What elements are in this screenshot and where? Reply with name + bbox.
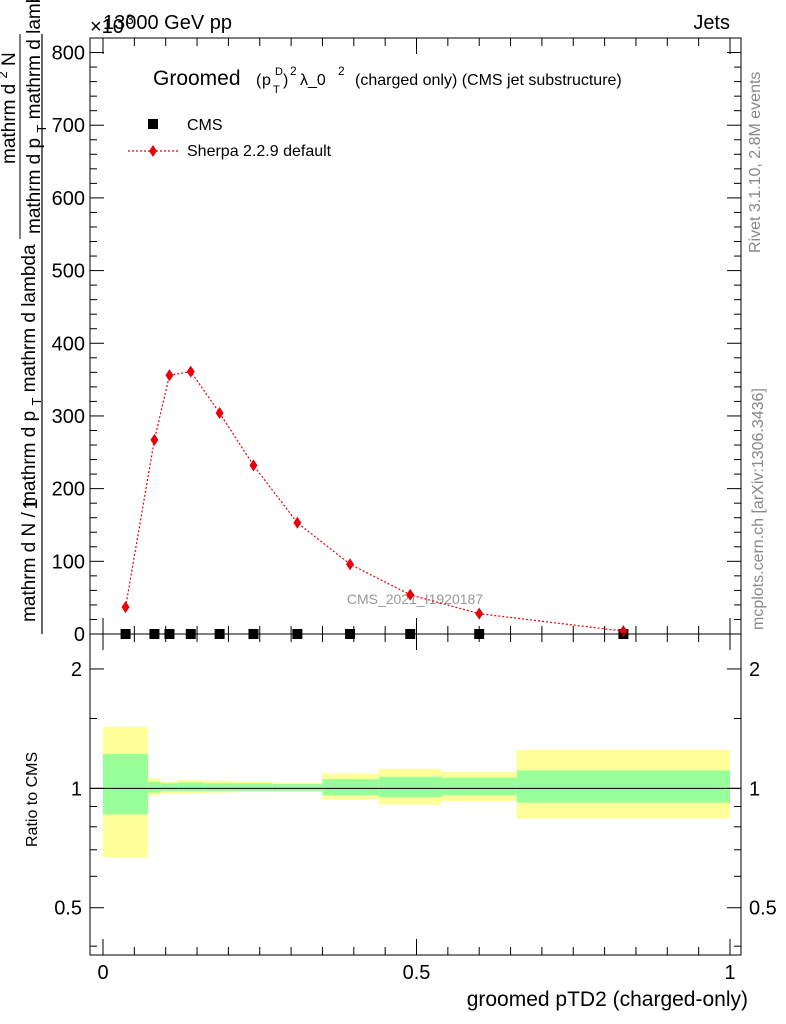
legend-marker-sherpa	[149, 145, 157, 157]
ylabel-den-inner-tail: mathrm d lambda	[24, 0, 45, 119]
ratio-x-axis: 0 0.5 1	[97, 634, 736, 984]
sherpa-point	[293, 516, 302, 529]
sherpa-point	[165, 369, 174, 382]
main-y-label: 1 mathrm d N / mathrm d p T mathrm d lam…	[0, 0, 51, 634]
svg-text:): )	[283, 72, 288, 89]
ylabel-den-inner: mathrm d p	[24, 138, 45, 234]
main-y-tick-label: 500	[52, 261, 85, 283]
svg-text:×10: ×10	[90, 16, 124, 38]
ratio-panel: 0.5 0.51 12 2 0 0.5 1	[54, 633, 777, 984]
watermark: CMS_2021_I1920187	[347, 591, 483, 607]
x-tick-label: 1	[724, 962, 735, 984]
header-left: 13000 GeV pp	[103, 12, 232, 34]
legend: CMS Sherpa 2.2.9 default	[128, 117, 332, 160]
ratio-band-inner	[103, 754, 149, 815]
ylabel-den-outer: mathrm d N / mathrm d p	[19, 411, 40, 622]
ratio-bands	[103, 726, 730, 858]
sherpa-point	[475, 607, 484, 620]
ylabel-num-inner: mathrm d	[0, 84, 20, 164]
ylabel-den-outer-sub: T	[29, 398, 44, 406]
title-pow: 2	[290, 64, 297, 78]
sherpa-point	[215, 407, 224, 420]
ylabel-num-inner-tail: N	[0, 52, 20, 66]
ratio-band-inner	[234, 783, 273, 791]
sherpa-line	[124, 370, 624, 632]
side-label-mcplots: mcplots.cern.ch [arXiv:1306.3436]	[750, 388, 767, 630]
title-p: p	[262, 72, 271, 89]
main-y-tick-label: 700	[52, 115, 85, 137]
ratio-frame	[89, 633, 742, 956]
ratio-y-tick-label-right: 2	[749, 659, 760, 681]
ratio-band-inner	[160, 783, 179, 791]
ylabel-den-outer-tail: mathrm d lambda	[19, 244, 40, 392]
chart-title: Groomed ( p D T ) 2 λ_0 2 (charged only)…	[153, 64, 622, 96]
sherpa-point	[249, 459, 258, 472]
ratio-band-inner	[516, 770, 730, 803]
main-y-axis: 0 100 200 300 400 500 600 700 800	[52, 43, 741, 646]
x-axis-label: groomed pTD2 (charged-only)	[467, 988, 748, 1011]
ratio-y-tick-label-right: 0.5	[749, 898, 777, 920]
main-y-tick-label: 400	[52, 333, 85, 355]
ratio-y-tick-label: 0.5	[54, 898, 82, 920]
sherpa-point	[150, 433, 159, 446]
sherpa-point	[406, 588, 415, 601]
title-p-sup: D	[275, 66, 283, 78]
title-prefix: Groomed	[153, 67, 241, 90]
title-suffix: (charged only) (CMS jet substructure)	[355, 72, 622, 89]
legend-label-cms: CMS	[187, 117, 223, 134]
title-lambda: λ_0	[300, 72, 326, 89]
main-panel: 0 100 200 300 400 500 600 700 800 Groomed ( p D …	[52, 37, 742, 646]
sherpa-point	[186, 365, 195, 378]
svg-text:mathrm d p T: mathrm d p T mathrm d lambda	[24, 0, 51, 234]
svg-text:3: 3	[126, 11, 134, 27]
main-y-tick-label: 0	[74, 624, 85, 646]
ylabel-den-inner-sub: T	[34, 125, 49, 133]
sherpa-point	[121, 601, 130, 614]
side-label-rivet: Rivet 3.1.10, 2.8M events	[747, 72, 764, 253]
sherpa-point	[346, 558, 355, 571]
x-tick-label: 0	[97, 962, 108, 984]
main-y-tick-label: 600	[52, 188, 85, 210]
ratio-y-tick-label: 1	[71, 778, 82, 800]
title-lambda-pow: 2	[338, 64, 345, 78]
main-y-tick-label: 800	[52, 43, 85, 65]
ylabel-num-inner-sup: 2	[0, 71, 10, 78]
ratio-y-label: Ratio to CMS	[24, 752, 41, 847]
main-y-tick-label: 300	[52, 406, 85, 428]
ratio-band-inner	[178, 782, 204, 791]
svg-text:(: (	[256, 72, 262, 89]
header-right: Jets	[693, 12, 730, 34]
title-p-sub: T	[273, 84, 280, 96]
legend-label-sherpa: Sherpa 2.2.9 default	[187, 143, 332, 160]
ratio-band-inner	[378, 776, 442, 798]
main-y-tick-label: 100	[52, 551, 85, 573]
ratio-band-inner	[203, 783, 235, 791]
ratio-band-inner	[322, 779, 379, 796]
ratio-band-inner	[272, 784, 323, 791]
ratio-y-tick-label-right: 1	[749, 778, 760, 800]
x-tick-label: 0.5	[403, 962, 431, 984]
svg-text:mathrm d N / mathrm d p: mathrm d N / mathrm d p T mathrm d lambd…	[19, 244, 46, 622]
ylabel-num-outer: 1	[20, 498, 42, 509]
main-y-tick-label: 200	[52, 479, 85, 501]
ratio-band-inner	[148, 781, 161, 793]
svg-text:mathrm d 2 N: mathrm d 2 N	[0, 52, 20, 164]
y-axis-exponent: ×10 3	[90, 11, 134, 38]
ratio-y-tick-label: 2	[71, 659, 82, 681]
legend-marker-cms	[148, 119, 158, 129]
ratio-y-axis: 0.5 0.5 1 1 2 2	[54, 659, 777, 947]
ratio-band-inner	[441, 777, 517, 796]
